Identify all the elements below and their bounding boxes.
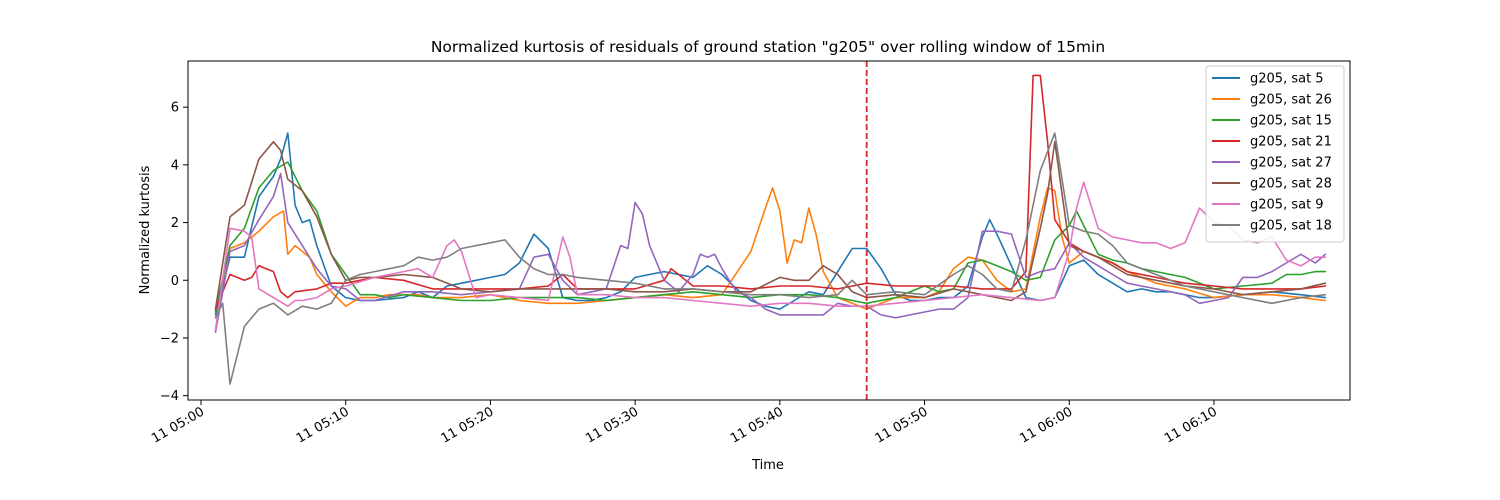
legend-label: g205, sat 26 <box>1250 93 1332 108</box>
legend-label: g205, sat 5 <box>1250 72 1324 87</box>
y-axis: −4 −2 0 2 4 6 <box>160 101 188 404</box>
y-tick-label: 4 <box>171 158 179 173</box>
x-axis-title: Time <box>751 458 784 473</box>
legend-label: g205, sat 28 <box>1250 177 1332 192</box>
y-tick-label: 2 <box>171 216 179 231</box>
legend-box <box>1205 65 1345 243</box>
legend-label: g205, sat 18 <box>1250 219 1332 234</box>
y-tick-label: −4 <box>160 389 179 404</box>
series-line-1 <box>214 132 1327 316</box>
series-layer <box>214 74 1327 385</box>
series-line-8 <box>214 132 1327 385</box>
series-line-6 <box>214 141 1327 310</box>
y-tick-label: −2 <box>160 331 179 346</box>
series-line-5 <box>214 172 1327 333</box>
legend-label: g205, sat 27 <box>1250 156 1332 171</box>
plot-frame <box>187 60 1351 401</box>
series-line-2 <box>214 187 1327 310</box>
legend-label: g205, sat 9 <box>1250 198 1324 213</box>
chart-title: Normalized kurtosis of residuals of grou… <box>431 38 1105 56</box>
y-tick-label: 6 <box>171 101 179 116</box>
legend-label: g205, sat 15 <box>1250 114 1332 129</box>
legend-label: g205, sat 21 <box>1250 135 1332 150</box>
y-axis-title: Normalized kurtosis <box>138 165 153 294</box>
y-tick-label: 0 <box>171 274 179 289</box>
legend: g205, sat 5 g205, sat 26 g205, sat 15 g205,… <box>1205 65 1345 243</box>
series-line-7 <box>214 181 1327 331</box>
